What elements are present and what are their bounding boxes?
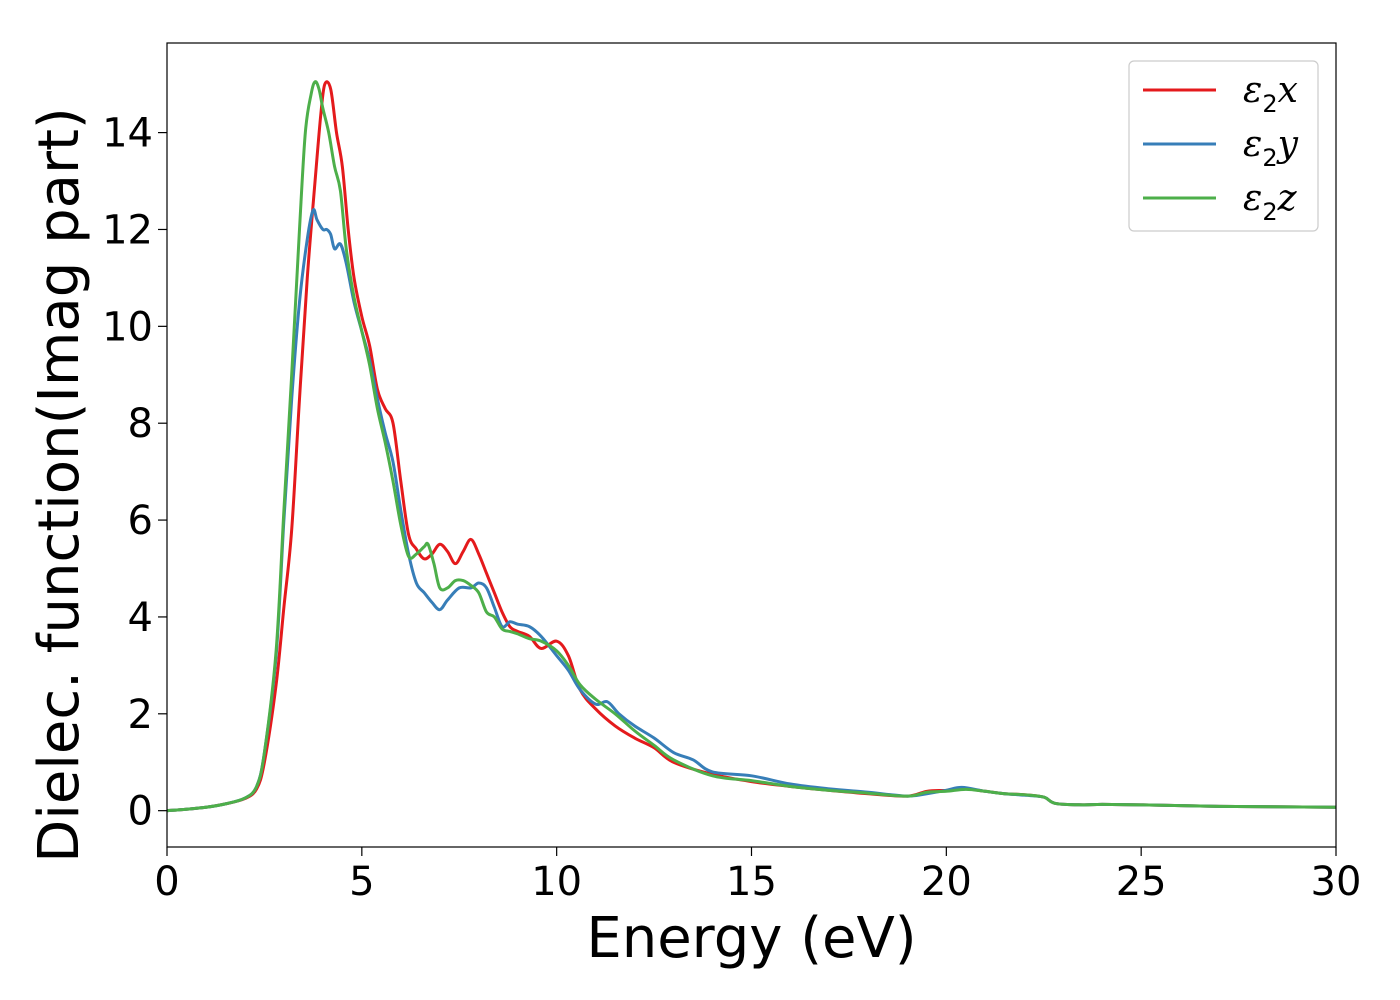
legend-axis-letter: y	[1276, 124, 1299, 165]
x-tick-label: 0	[154, 859, 179, 905]
y-tick-label: 14	[102, 111, 153, 157]
x-tick-label: 20	[921, 859, 972, 905]
legend-subscript: 2	[1262, 90, 1277, 118]
y-tick-label: 2	[128, 692, 153, 738]
y-tick-label: 8	[128, 401, 153, 447]
series-line-z	[167, 80, 1336, 813]
y-tick-label: 6	[128, 498, 153, 544]
legend-box	[1128, 60, 1319, 232]
legend-subscript: 2	[1262, 144, 1277, 172]
x-tick-label: 10	[531, 859, 582, 905]
y-tick-label: 0	[128, 789, 153, 835]
legend-label-z: ε2z	[1243, 178, 1298, 226]
legend-label-y: ε2y	[1243, 124, 1299, 172]
legend-axis-letter: x	[1278, 70, 1298, 111]
y-axis: 0 2 4 6 8 10 12 14	[102, 111, 167, 835]
x-tick-label: 25	[1116, 859, 1167, 905]
legend-axis-letter: z	[1277, 178, 1298, 219]
x-tick-label: 5	[349, 859, 374, 905]
legend-label-x: ε2x	[1243, 70, 1298, 118]
y-tick-label: 12	[102, 207, 153, 253]
legend-subscript: 2	[1262, 198, 1277, 226]
x-axis-label: Energy (eV)	[586, 906, 916, 971]
y-tick-label: 10	[102, 304, 153, 350]
y-axis-label: Dielec. function(Imag part)	[27, 107, 92, 863]
x-tick-label: 15	[726, 859, 777, 905]
y-tick-label: 4	[128, 595, 153, 641]
series-layer	[167, 80, 1336, 813]
plot-area	[166, 42, 1337, 848]
legend-epsilon: ε	[1243, 124, 1262, 165]
legend-epsilon: ε	[1243, 70, 1262, 111]
legend-epsilon: ε	[1243, 178, 1262, 219]
x-tick-label: 30	[1311, 859, 1362, 905]
x-axis: 0 5 10 15 20 25 30	[154, 847, 1361, 905]
